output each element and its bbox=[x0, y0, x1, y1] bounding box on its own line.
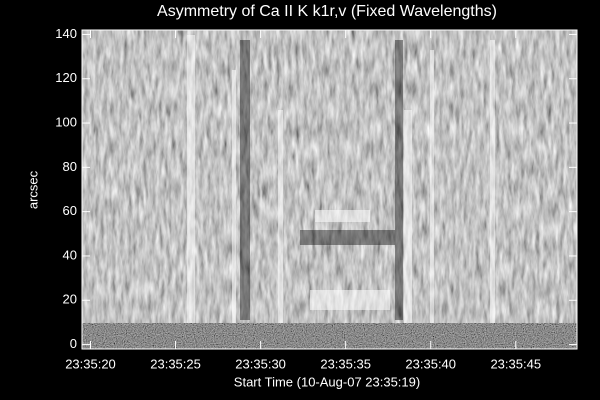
y-tick-label: 100 bbox=[55, 114, 77, 129]
chart-title: Asymmetry of Ca II K k1r,v (Fixed Wavele… bbox=[157, 3, 497, 20]
image-texture bbox=[82, 30, 577, 323]
x-tick-label: 23:35:25 bbox=[150, 356, 201, 371]
y-tick-label: 0 bbox=[70, 336, 77, 351]
y-axis-label: arcsec bbox=[25, 170, 40, 209]
image bbox=[82, 30, 577, 349]
x-tick-label: 23:35:35 bbox=[320, 356, 371, 371]
y-tick-label: 140 bbox=[55, 26, 77, 41]
y-tick-label: 40 bbox=[63, 247, 77, 262]
plot-frame bbox=[81, 29, 578, 350]
y-tick-label: 120 bbox=[55, 70, 77, 85]
y-tick-label: 80 bbox=[63, 159, 77, 174]
image-shadows bbox=[240, 40, 403, 320]
x-tick-label: 23:35:20 bbox=[65, 356, 116, 371]
image-stripes bbox=[187, 35, 495, 323]
x-tick-label: 23:35:40 bbox=[405, 356, 456, 371]
y-tick-label: 20 bbox=[63, 292, 77, 307]
y-tick-label: 60 bbox=[63, 203, 77, 218]
x-tick-label: 23:35:30 bbox=[235, 356, 286, 371]
x-axis-label: Start Time (10-Aug-07 23:35:19) bbox=[234, 374, 420, 389]
image-noise bbox=[82, 323, 577, 349]
x-tick-label: 23:35:45 bbox=[490, 356, 541, 371]
